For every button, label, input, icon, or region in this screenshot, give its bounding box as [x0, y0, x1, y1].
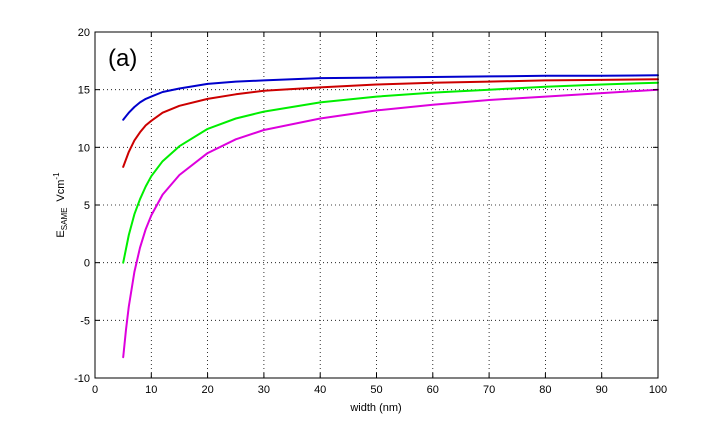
y-tick-label: 0 [84, 258, 90, 270]
y-axis-label: ESAME Vcm-1 [52, 172, 69, 238]
x-tick-label: 100 [649, 384, 667, 396]
series-line-3 [122, 81, 659, 264]
y-tick-label: -5 [80, 315, 90, 327]
y-tick-label: -10 [74, 373, 90, 385]
y-tick-label: 20 [78, 27, 90, 39]
grid-lines [95, 32, 658, 378]
x-axis-label: width (nm) [349, 402, 401, 414]
x-tick-labels: 0 10 20 30 40 50 60 70 80 90 100 [92, 384, 667, 396]
x-tick-label: 60 [427, 384, 439, 396]
x-tick-label: 40 [314, 384, 326, 396]
x-tick-label: 80 [539, 384, 551, 396]
series-line-4 [122, 88, 659, 359]
series-line-1 [122, 74, 659, 121]
series-line-2 [122, 78, 659, 168]
x-tick-label: 90 [596, 384, 608, 396]
x-tick-label: 0 [92, 384, 98, 396]
x-tick-label: 70 [483, 384, 495, 396]
y-tick-label: 5 [84, 200, 90, 212]
y-tick-label: 10 [78, 142, 90, 154]
x-tick-label: 50 [370, 384, 382, 396]
x-tick-label: 20 [201, 384, 213, 396]
x-tick-label: 30 [258, 384, 270, 396]
y-axis-label-exponent: -1 [52, 172, 61, 180]
y-axis-label-unit: Vcm [55, 180, 67, 202]
tick-marks [94, 31, 659, 379]
panel-label: (a) [108, 45, 137, 72]
y-tick-labels: -10 -5 0 5 10 15 20 [74, 27, 90, 385]
y-tick-label: 15 [78, 85, 90, 97]
y-axis-label-main: E [55, 230, 67, 237]
series-lines [122, 74, 659, 359]
y-axis-label-subscript: SAME [60, 208, 69, 231]
x-tick-label: 10 [145, 384, 157, 396]
